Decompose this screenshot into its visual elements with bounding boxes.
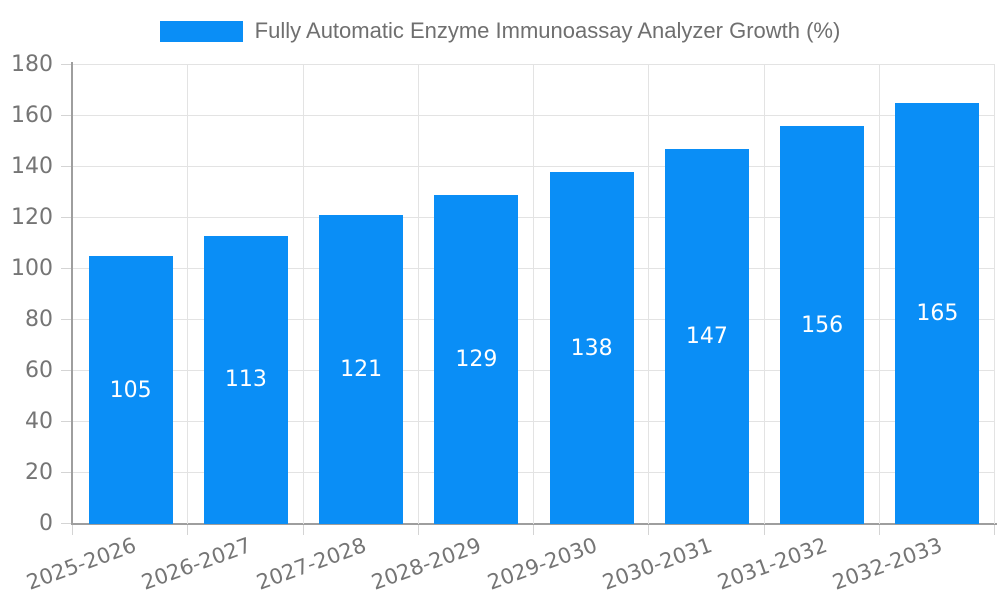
x-tick: [763, 525, 765, 535]
x-axis-labels: 2025-2026 2026-2027 2027-2028 2028-2029 2029…: [23, 533, 995, 595]
x-tick: [72, 525, 73, 535]
y-tick: [61, 319, 71, 320]
y-tick: [61, 421, 71, 422]
x-tick-label: 2027-2028: [253, 533, 370, 595]
y-tick: [61, 165, 71, 167]
y-tick-label: 20: [25, 459, 53, 485]
y-tick: [61, 471, 71, 473]
bar-cell: 147: [649, 65, 764, 524]
bar-cell: 129: [419, 65, 534, 524]
h-gridline: [73, 114, 995, 116]
h-gridline: [73, 319, 995, 320]
h-gridline: [73, 64, 995, 65]
y-axis-ticks: [61, 64, 71, 524]
x-axis-line: [71, 523, 997, 525]
legend-label: Fully Automatic Enzyme Immunoassay Analy…: [254, 18, 841, 43]
bar: 113: [203, 235, 288, 524]
v-gridline: [763, 65, 765, 524]
v-gridline: [187, 65, 189, 524]
y-axis-line: [71, 62, 73, 525]
bars-row: 105 113 121 129 138 147 156 165: [73, 65, 995, 524]
x-tick: [878, 525, 880, 535]
bar: 147: [664, 149, 749, 524]
v-gridline: [417, 65, 419, 524]
x-tick-label: 2029-2030: [484, 533, 600, 595]
v-gridline: [994, 65, 995, 524]
bar-value-label: 129: [455, 347, 498, 373]
bar: 138: [549, 172, 634, 524]
y-tick: [61, 369, 71, 371]
v-gridline: [648, 65, 650, 524]
bar: 165: [895, 103, 980, 524]
y-tick: [61, 114, 71, 116]
y-tick: [61, 267, 71, 269]
y-tick-label: 160: [11, 102, 53, 128]
x-axis-ticks: [72, 525, 995, 535]
bar-value-label: 113: [224, 367, 267, 393]
x-tick-label: 2032-2033: [829, 533, 946, 595]
y-tick: [61, 64, 71, 65]
x-tick: [417, 525, 419, 535]
h-gridline: [73, 216, 995, 218]
h-gridline: [73, 165, 995, 167]
bar-cell: 165: [880, 65, 995, 524]
x-tick-label: 2030-2031: [599, 533, 716, 595]
bar-value-label: 165: [916, 301, 959, 327]
x-tick-label: 2031-2032: [714, 533, 831, 595]
v-gridline: [302, 65, 304, 524]
y-tick: [61, 216, 71, 218]
bar-cell: 105: [73, 65, 188, 524]
x-tick-label: 2026-2027: [138, 533, 255, 595]
y-axis-labels: 0 20 40 60 80 100 120 140 160 180: [0, 53, 53, 536]
bar: 105: [88, 256, 173, 524]
h-gridline: [73, 369, 995, 371]
y-tick-label: 0: [39, 511, 53, 536]
x-tick-label: 2028-2029: [368, 533, 485, 595]
y-tick-label: 120: [11, 204, 53, 230]
h-gridline: [73, 471, 995, 473]
y-tick-label: 180: [11, 52, 53, 77]
h-gridline: [73, 267, 995, 269]
x-tick-label: 2025-2026: [23, 533, 139, 595]
bar-cell: 138: [534, 65, 649, 524]
legend-swatch: [159, 20, 243, 42]
x-tick: [648, 525, 650, 535]
y-tick-label: 140: [11, 153, 53, 179]
bar-cell: 113: [188, 65, 303, 524]
h-gridline: [73, 421, 995, 422]
bar-cell: 156: [765, 65, 880, 524]
bar-value-label: 105: [109, 377, 152, 403]
bar-value-label: 138: [570, 335, 613, 361]
v-gridline: [878, 65, 880, 524]
y-tick: [61, 523, 71, 524]
x-tick: [302, 525, 304, 535]
bar: 156: [780, 126, 865, 524]
y-tick-label: 60: [25, 357, 53, 383]
plot-area: 105 113 121 129 138 147 156 165: [73, 64, 995, 524]
bar-cell: 121: [304, 65, 419, 524]
bar: 129: [434, 195, 519, 524]
x-tick: [187, 525, 189, 535]
bar-value-label: 147: [685, 324, 728, 350]
y-tick-label: 100: [11, 255, 53, 281]
y-tick-label: 40: [25, 409, 53, 434]
bar-value-label: 156: [801, 312, 844, 338]
v-gridline: [533, 65, 534, 524]
x-tick: [533, 525, 534, 535]
y-tick-label: 80: [25, 307, 53, 332]
bar-value-label: 121: [340, 357, 383, 383]
bar: 121: [319, 215, 404, 524]
x-tick: [994, 525, 995, 535]
legend: Fully Automatic Enzyme Immunoassay Analy…: [0, 18, 1000, 44]
